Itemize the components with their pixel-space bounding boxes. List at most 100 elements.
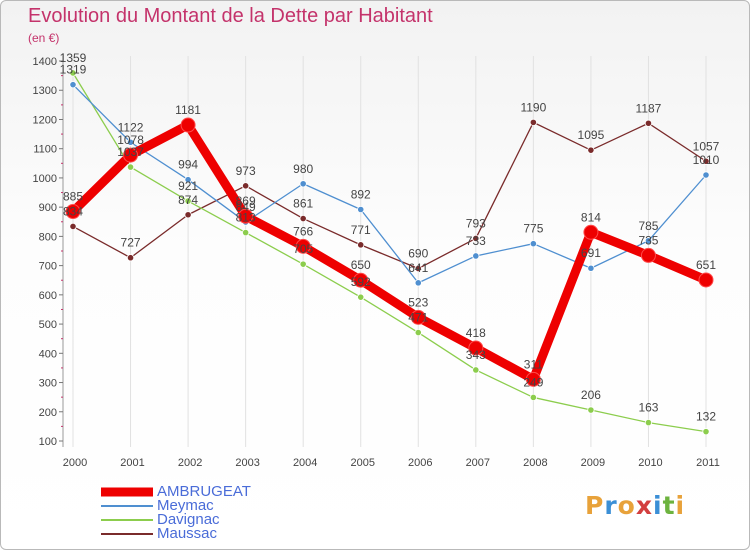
data-label: 641 xyxy=(408,261,428,275)
logo-letter: x xyxy=(635,491,653,520)
data-label: 1010 xyxy=(693,153,720,167)
data-label: 885 xyxy=(63,190,83,204)
series-line-maussac xyxy=(72,121,707,270)
y-tick-label: 400 xyxy=(39,348,57,360)
data-point xyxy=(180,117,196,133)
legend-swatch xyxy=(101,519,153,521)
data-point xyxy=(587,264,595,272)
series-line-ambrugeat xyxy=(68,120,711,384)
proxiti-logo: Proxiti xyxy=(585,491,685,520)
y-tick-label: 100 xyxy=(39,436,57,448)
data-point xyxy=(299,260,307,268)
data-label: 418 xyxy=(466,326,486,340)
y-tick-label: 1200 xyxy=(33,114,57,126)
y-tick-label: 200 xyxy=(39,407,57,419)
data-point xyxy=(468,340,484,356)
legend-label: AMBRUGEAT xyxy=(157,483,251,500)
data-label: 775 xyxy=(523,222,543,236)
data-point xyxy=(587,406,595,414)
data-label: 892 xyxy=(351,187,371,201)
data-label: 343 xyxy=(466,348,486,362)
data-point xyxy=(69,222,77,231)
data-label: 1122 xyxy=(118,120,144,134)
x-tick-label: 2009 xyxy=(581,457,605,469)
data-label: 690 xyxy=(408,247,428,261)
legend-swatch xyxy=(101,533,153,535)
data-point xyxy=(126,254,135,262)
data-point xyxy=(472,234,480,243)
logo-letter: t xyxy=(662,491,676,520)
data-label: 1037 xyxy=(117,145,144,159)
y-tick-label: 1400 xyxy=(33,56,57,68)
data-point xyxy=(644,237,653,245)
data-point xyxy=(644,119,653,127)
data-label: 1078 xyxy=(117,133,144,147)
data-point xyxy=(414,279,422,287)
data-point xyxy=(357,293,365,301)
data-label: 813 xyxy=(236,211,256,225)
data-label: 869 xyxy=(236,194,256,208)
data-label: 705 xyxy=(293,242,313,256)
data-point xyxy=(126,138,135,146)
data-label: 1095 xyxy=(578,128,605,142)
data-label: 793 xyxy=(466,216,486,230)
data-label: 861 xyxy=(293,197,313,211)
data-label: 592 xyxy=(351,275,371,289)
data-point xyxy=(69,81,77,89)
data-label: 1181 xyxy=(175,103,201,117)
data-label: 980 xyxy=(293,162,313,176)
data-point xyxy=(583,224,599,240)
data-label: 849 xyxy=(236,200,256,214)
series-line-meymac xyxy=(72,84,707,284)
y-tick-label: 900 xyxy=(39,202,57,214)
data-label: 650 xyxy=(351,258,371,272)
data-point xyxy=(472,252,480,260)
data-label: 691 xyxy=(581,246,601,260)
data-point xyxy=(184,211,192,219)
x-tick-label: 2008 xyxy=(523,457,547,469)
data-point xyxy=(410,309,426,325)
logo-letter: r xyxy=(604,491,618,520)
y-tick-label: 300 xyxy=(39,378,57,390)
chart-unit: (en €) xyxy=(28,31,60,45)
x-tick-label: 2010 xyxy=(638,457,662,469)
logo-letter: P xyxy=(585,491,605,520)
y-tick-label: 800 xyxy=(39,231,57,243)
data-label: 973 xyxy=(236,164,256,178)
data-label: 735 xyxy=(638,233,658,247)
data-point xyxy=(299,180,307,188)
y-tick-label: 1100 xyxy=(33,144,57,156)
legend-label: Meymac xyxy=(157,497,214,514)
data-point xyxy=(126,163,135,171)
data-label: 249 xyxy=(523,375,543,389)
data-label: 471 xyxy=(408,311,428,325)
data-point xyxy=(357,205,365,214)
data-label: 814 xyxy=(581,210,601,224)
data-point xyxy=(242,182,250,190)
data-label: 1319 xyxy=(60,63,87,77)
data-point xyxy=(242,228,250,237)
x-tick-label: 2000 xyxy=(63,457,87,469)
data-point xyxy=(644,418,653,427)
logo-letter: o xyxy=(617,491,636,520)
data-point xyxy=(184,176,192,184)
data-label: 727 xyxy=(121,236,141,250)
x-tick-label: 2011 xyxy=(696,457,720,469)
data-point xyxy=(702,428,710,436)
data-point xyxy=(529,240,537,248)
chart-title: Evolution du Montant de la Dette par Hab… xyxy=(28,5,433,27)
data-point xyxy=(414,328,422,337)
data-point xyxy=(414,264,422,273)
legend-swatch xyxy=(101,487,153,497)
x-tick-label: 2004 xyxy=(293,457,317,469)
data-point xyxy=(587,146,595,154)
data-label: 523 xyxy=(408,295,428,309)
data-point xyxy=(529,118,537,126)
data-point xyxy=(69,69,77,77)
logo-letter: i xyxy=(675,491,686,520)
x-tick-label: 2007 xyxy=(466,457,490,469)
legend-swatch xyxy=(101,505,153,507)
data-label: 206 xyxy=(581,388,601,402)
data-point xyxy=(353,272,369,288)
